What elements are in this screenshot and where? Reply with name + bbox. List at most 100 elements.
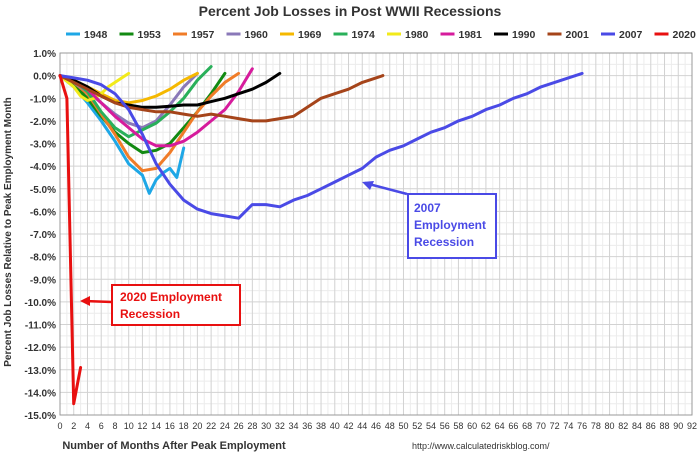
annotation-2020-box [111, 284, 241, 326]
legend-label: 1948 [84, 29, 108, 41]
x-tick-label: 70 [536, 421, 546, 431]
x-tick-label: 64 [495, 421, 505, 431]
legend-item-1957: 1957 [173, 29, 215, 41]
x-tick-label: 36 [302, 421, 312, 431]
x-axis-label: Number of Months After Peak Employment [62, 440, 286, 452]
x-tick-label: 56 [440, 421, 450, 431]
legend-label: 2020 [673, 29, 697, 41]
series-line-1948 [58, 74, 186, 195]
series-lines [58, 65, 584, 406]
annotation-2007: 2007 Employment Recession [362, 181, 497, 259]
x-tick-label: 40 [330, 421, 340, 431]
x-tick-label: 76 [577, 421, 587, 431]
x-tick-label: 38 [316, 421, 326, 431]
x-tick-label: 6 [99, 421, 104, 431]
x-tick-label: 42 [344, 421, 354, 431]
x-tick-label: 0 [57, 421, 62, 431]
x-tick-label: 90 [673, 421, 683, 431]
annotation-2020-line-2: Recession [120, 307, 180, 321]
x-tick-label: 86 [646, 421, 656, 431]
legend-item-2020: 2020 [654, 29, 697, 41]
x-tick-label: 28 [247, 421, 257, 431]
series-line-2001 [58, 74, 385, 123]
x-tick-label: 54 [426, 421, 436, 431]
x-tick-label: 72 [550, 421, 560, 431]
y-tick-label: -15.0% [24, 411, 56, 422]
x-tick-label: 92 [687, 421, 697, 431]
series-line-2007 [58, 71, 584, 220]
legend-label: 1990 [512, 29, 536, 41]
x-tick-label: 74 [563, 421, 573, 431]
annotation-2020: 2020 Employment Recession [80, 284, 241, 326]
legend-item-2007: 2007 [601, 29, 643, 41]
annotation-2007-arrowhead [362, 181, 374, 190]
x-tick-label: 46 [371, 421, 381, 431]
legend-item-1980: 1980 [387, 29, 429, 41]
x-tick-label: 10 [124, 421, 134, 431]
x-tick-label: 62 [481, 421, 491, 431]
legend-item-1953: 1953 [119, 29, 162, 41]
plot-border [59, 52, 693, 416]
legend: 1948 1953 1957 1960 1969 1974 1980 1981 1990 2001… [66, 29, 696, 41]
x-tick-label: 20 [192, 421, 202, 431]
legend-label: 1980 [405, 29, 429, 41]
x-tick-label: 34 [289, 421, 299, 431]
x-axis-tick-labels: 0 2 4 6 8 10 12 14 16 18 20 22 24 26 28 30 32 34 36 38 40 42 4… [57, 421, 697, 431]
y-tick-label: -2.0% [30, 117, 56, 128]
x-tick-label: 30 [261, 421, 271, 431]
y-tick-label: -11.0% [25, 321, 56, 332]
x-tick-label: 88 [660, 421, 670, 431]
y-axis-label: Percent Job Losses Relative to Peak Empl… [3, 97, 14, 367]
y-tick-label: -13.0% [24, 366, 56, 377]
legend-label: 1974 [352, 29, 376, 41]
legend-item-2001: 2001 [547, 29, 589, 41]
x-tick-label: 2 [71, 421, 76, 431]
series-line-1980 [58, 71, 131, 102]
legend-label: 1969 [298, 29, 322, 41]
legend-item-1960: 1960 [226, 29, 269, 41]
legend-item-1948: 1948 [66, 29, 108, 41]
x-tick-label: 4 [85, 421, 90, 431]
y-tick-label: 1.0% [33, 49, 56, 60]
legend-label: 1960 [245, 29, 269, 41]
x-tick-label: 48 [385, 421, 395, 431]
x-tick-label: 26 [234, 421, 244, 431]
x-tick-label: 66 [508, 421, 518, 431]
legend-item-1990: 1990 [494, 29, 536, 41]
x-tick-label: 60 [467, 421, 477, 431]
x-tick-label: 78 [591, 421, 601, 431]
x-tick-label: 18 [179, 421, 189, 431]
x-tick-label: 68 [522, 421, 532, 431]
y-axis-tick-labels: 1.0% 0.0% -1.0% -2.0% -3.0% -4.0% -5.0% -6.0% -7… [24, 49, 56, 422]
annotation-2007-line-2: Employment [414, 218, 486, 232]
legend-label: 2007 [619, 29, 643, 41]
x-tick-label: 22 [206, 421, 216, 431]
y-tick-label: -1.0% [30, 94, 56, 105]
series-line-2020 [58, 74, 83, 406]
x-tick-label: 24 [220, 421, 230, 431]
legend-item-1969: 1969 [280, 29, 322, 41]
x-tick-label: 58 [453, 421, 463, 431]
x-tick-label: 14 [151, 421, 161, 431]
x-tick-label: 84 [632, 421, 642, 431]
x-tick-label: 82 [618, 421, 628, 431]
y-tick-label: -3.0% [30, 140, 56, 151]
y-tick-label: -8.0% [30, 253, 56, 264]
y-tick-label: -5.0% [30, 185, 56, 196]
legend-label: 1981 [459, 29, 483, 41]
legend-item-1981: 1981 [440, 29, 483, 41]
annotation-2020-arrowhead [80, 296, 90, 306]
y-tick-label: -6.0% [30, 207, 56, 218]
x-tick-label: 44 [357, 421, 367, 431]
x-tick-label: 16 [165, 421, 175, 431]
y-tick-label: -4.0% [30, 162, 56, 173]
annotation-2007-line-3: Recession [414, 235, 474, 249]
y-tick-label: -12.0% [24, 343, 56, 354]
annotation-2020-line-1: 2020 Employment [120, 290, 222, 304]
annotation-2007-box [407, 193, 497, 259]
y-tick-label: -14.0% [24, 388, 56, 399]
legend-label: 1953 [138, 29, 162, 41]
annotation-2007-line-1: 2007 [414, 201, 441, 215]
